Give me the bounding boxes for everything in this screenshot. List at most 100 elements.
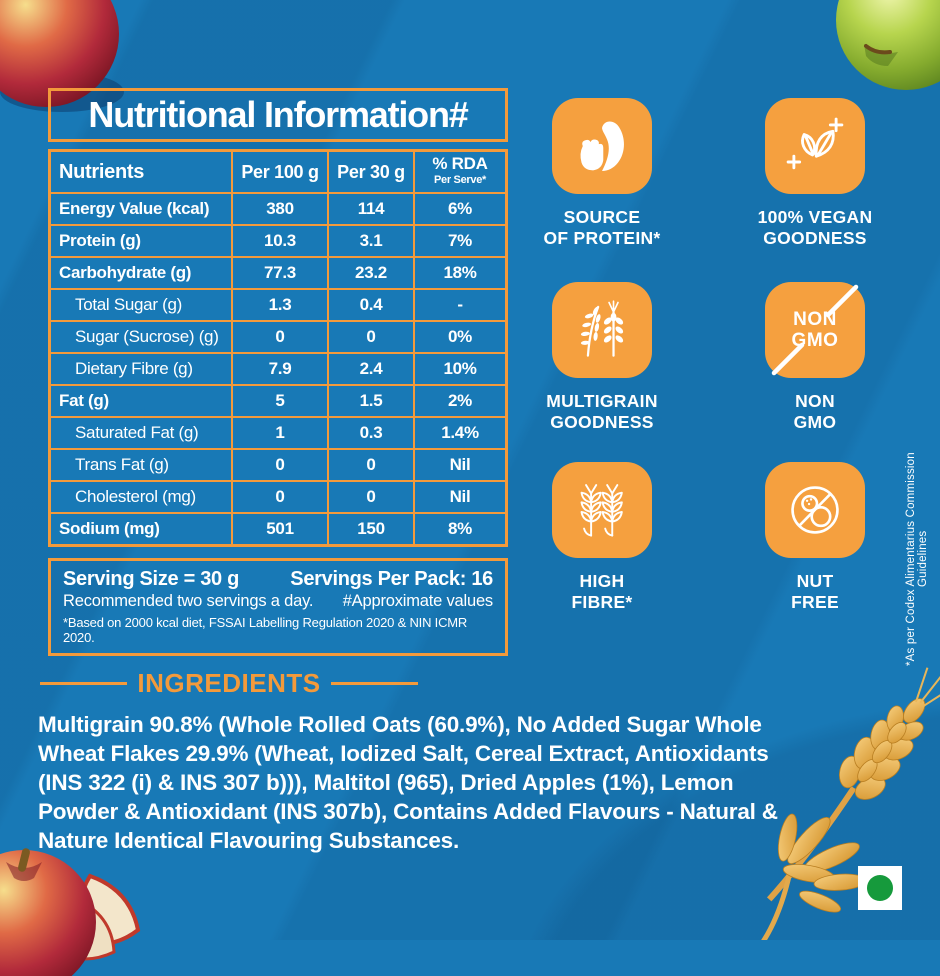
value-rda-per-serve: 10%	[415, 354, 505, 384]
badge-label: NON GMO	[745, 391, 885, 433]
panel-title: Nutritional Information#	[48, 88, 508, 142]
value-rda-per-serve: Nil	[415, 450, 505, 480]
value-per-100g: 10.3	[233, 226, 327, 256]
rda-header-line2: Per Serve*	[433, 174, 487, 186]
badge-label-line: OF PROTEIN*	[543, 228, 661, 248]
badge-multigrain-goodness: MULTIGRAIN GOODNESS	[532, 282, 672, 433]
value-per-100g: 77.3	[233, 258, 327, 288]
rda-header-line1: % RDA	[432, 154, 488, 173]
value-rda-per-serve: 2%	[415, 386, 505, 416]
green-dot-icon	[867, 875, 893, 901]
badge-icon-text-line: GMO	[791, 330, 839, 351]
ingredients-heading-text: INGREDIENTS	[137, 668, 321, 698]
value-per-30g: 3.1	[329, 226, 413, 256]
badge-label: SOURCE OF PROTEIN*	[532, 207, 672, 249]
badge-label-line: GOODNESS	[763, 228, 867, 248]
value-rda-per-serve: 8%	[415, 514, 505, 544]
badge-label-line: NON	[795, 391, 835, 411]
badge-label: HIGH FIBRE*	[532, 571, 672, 613]
badge-high-fibre: HIGH FIBRE*	[532, 462, 672, 613]
badge-label-line: NUT	[796, 571, 834, 591]
badge-label-line: GMO	[793, 412, 837, 432]
value-per-30g: 2.4	[329, 354, 413, 384]
value-rda-per-serve: Nil	[415, 482, 505, 512]
nutrient-name: Sugar (Sucrose) (g)	[51, 322, 231, 352]
ingredients-heading: INGREDIENTS	[40, 668, 418, 699]
value-rda-per-serve: 1.4%	[415, 418, 505, 448]
value-per-30g: 0	[329, 322, 413, 352]
badge-label-line: HIGH	[579, 571, 625, 591]
value-per-100g: 5	[233, 386, 327, 416]
column-header-per-30g: Per 30 g	[329, 152, 413, 192]
value-per-30g: 0	[329, 482, 413, 512]
badge-source-of-protein: SOURCE OF PROTEIN*	[532, 98, 672, 249]
nutrient-name: Total Sugar (g)	[51, 290, 231, 320]
vegan-leaves-icon	[765, 98, 865, 194]
column-header-rda: % RDA Per Serve*	[415, 152, 505, 192]
badge-label: 100% VEGAN GOODNESS	[745, 207, 885, 249]
column-header-nutrients: Nutrients	[51, 152, 231, 192]
nutrient-name: Saturated Fat (g)	[51, 418, 231, 448]
badge-nut-free: NUT FREE	[745, 462, 885, 613]
nutrient-name: Dietary Fibre (g)	[51, 354, 231, 384]
value-per-100g: 7.9	[233, 354, 327, 384]
ingredients-text: Multigrain 90.8% (Whole Rolled Oats (60.…	[38, 712, 778, 853]
serving-recommendation: Recommended two servings a day.	[63, 592, 314, 610]
vegetarian-mark	[858, 866, 902, 910]
nutrition-table: Nutrients Per 100 g Per 30 g % RDA Per S…	[48, 149, 508, 547]
value-rda-per-serve: 0%	[415, 322, 505, 352]
value-per-30g: 114	[329, 194, 413, 224]
badge-label-line: FREE	[791, 592, 839, 612]
badge-label-line: SOURCE	[563, 207, 641, 227]
codex-guidelines-note: *As per Codex Alimentarius Commission Gu…	[905, 452, 929, 666]
value-per-100g: 0	[233, 450, 327, 480]
heading-rule-left	[40, 682, 128, 685]
badge-non-gmo: NON GMO NON GMO	[745, 282, 885, 433]
value-per-30g: 0	[329, 450, 413, 480]
badge-icon-text: NON GMO	[765, 282, 865, 378]
approximate-values-note: #Approximate values	[342, 592, 493, 610]
value-per-100g: 501	[233, 514, 327, 544]
value-per-30g: 0.3	[329, 418, 413, 448]
rda-basis-note: *Based on 2000 kcal diet, FSSAI Labellin…	[63, 615, 468, 645]
nut-free-icon	[765, 462, 865, 558]
green-apple-top-right-image	[836, 0, 940, 90]
badge-icon-text-line: NON	[793, 309, 837, 330]
value-rda-per-serve: 18%	[415, 258, 505, 288]
badge-label-line: MULTIGRAIN	[546, 391, 658, 411]
serving-size: Serving Size = 30 g	[63, 568, 240, 590]
value-rda-per-serve: 7%	[415, 226, 505, 256]
nutrient-name: Sodium (mg)	[51, 514, 231, 544]
value-per-30g: 23.2	[329, 258, 413, 288]
badge-label: MULTIGRAIN GOODNESS	[532, 391, 672, 433]
value-per-100g: 0	[233, 482, 327, 512]
badge-label-line: 100% VEGAN	[757, 207, 873, 227]
value-per-100g: 0	[233, 322, 327, 352]
red-apple-with-slices-bottom-left-image	[0, 848, 141, 976]
nutrient-name: Energy Value (kcal)	[51, 194, 231, 224]
nutrient-name: Trans Fat (g)	[51, 450, 231, 480]
value-per-30g: 150	[329, 514, 413, 544]
value-per-30g: 0.4	[329, 290, 413, 320]
value-per-30g: 1.5	[329, 386, 413, 416]
value-rda-per-serve: 6%	[415, 194, 505, 224]
nutrient-name: Protein (g)	[51, 226, 231, 256]
nutrient-name: Cholesterol (mg)	[51, 482, 231, 512]
badge-label-line: FIBRE*	[571, 592, 633, 612]
badge-label: NUT FREE	[745, 571, 885, 613]
nutrient-name: Carbohydrate (g)	[51, 258, 231, 288]
column-header-per-100g: Per 100 g	[233, 152, 327, 192]
multigrain-icon	[552, 282, 652, 378]
badge-vegan-goodness: 100% VEGAN GOODNESS	[745, 98, 885, 249]
bicep-icon	[552, 98, 652, 194]
wheat-fibre-icon	[552, 462, 652, 558]
value-per-100g: 380	[233, 194, 327, 224]
badge-label-line: GOODNESS	[550, 412, 654, 432]
value-per-100g: 1.3	[233, 290, 327, 320]
non-gmo-icon: NON GMO	[765, 282, 865, 378]
nutrition-panel: Nutritional Information# Nutrients Per 1…	[48, 88, 508, 656]
nutrient-name: Fat (g)	[51, 386, 231, 416]
value-per-100g: 1	[233, 418, 327, 448]
heading-rule-right	[330, 682, 418, 685]
value-rda-per-serve: -	[415, 290, 505, 320]
